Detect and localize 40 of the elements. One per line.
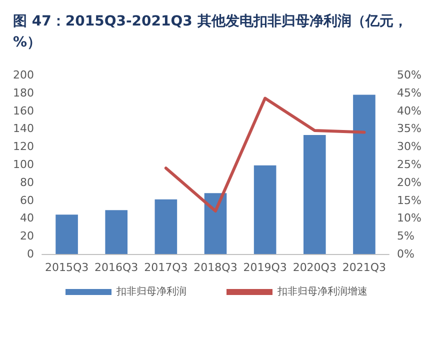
y2-tick-label: 30%	[397, 140, 422, 154]
legend-label: 扣非归母净利润增速	[276, 286, 368, 298]
y2-tick-label: 25%	[397, 158, 422, 171]
y2-tick-label: 15%	[397, 194, 422, 207]
y2-tick-label: 20%	[397, 176, 422, 189]
y2-tick-label: 35%	[397, 122, 422, 136]
y-tick-label: 20	[20, 230, 34, 243]
bar	[154, 199, 178, 254]
x-tick-label: 2021Q3	[342, 261, 386, 274]
x-tick-label: 2019Q3	[243, 261, 287, 274]
bar	[303, 134, 326, 254]
y2-tick-label: 40%	[397, 104, 422, 118]
y2-tick-label: 0%	[397, 248, 414, 260]
y2-tick-label: 10%	[397, 212, 422, 225]
y-tick-label: 40	[20, 212, 34, 225]
chart-title: 图 47：2015Q3-2021Q3 其他发电扣非归母净利润（亿元，%）	[13, 12, 408, 50]
legend-label: 扣非归母净利润	[116, 286, 186, 298]
y2-tick-label: 50%	[397, 68, 422, 82]
y2-tick-label: 5%	[397, 230, 414, 243]
y-tick-label: 180	[13, 86, 34, 100]
bar	[353, 94, 376, 254]
y-tick-label: 140	[13, 122, 34, 136]
bar	[204, 193, 227, 254]
bar	[56, 214, 78, 254]
y-tick-label: 0	[27, 248, 34, 260]
bar	[105, 210, 128, 254]
x-tick-label: 2017Q3	[144, 261, 188, 274]
x-tick-label: 2016Q3	[94, 261, 138, 274]
x-tick-label: 2020Q3	[292, 261, 336, 274]
y-tick-label: 120	[13, 140, 34, 154]
line-series	[164, 96, 366, 213]
y-tick-label: 100	[13, 158, 34, 171]
y-tick-label: 80	[20, 176, 34, 189]
y-tick-label: 200	[13, 68, 34, 82]
bar	[254, 165, 276, 254]
y-tick-label: 160	[13, 104, 34, 118]
y-tick-label: 60	[20, 194, 34, 207]
x-tick-label: 2015Q3	[44, 261, 89, 274]
y2-tick-label: 45%	[397, 86, 422, 100]
x-tick-label: 2018Q3	[194, 261, 238, 274]
